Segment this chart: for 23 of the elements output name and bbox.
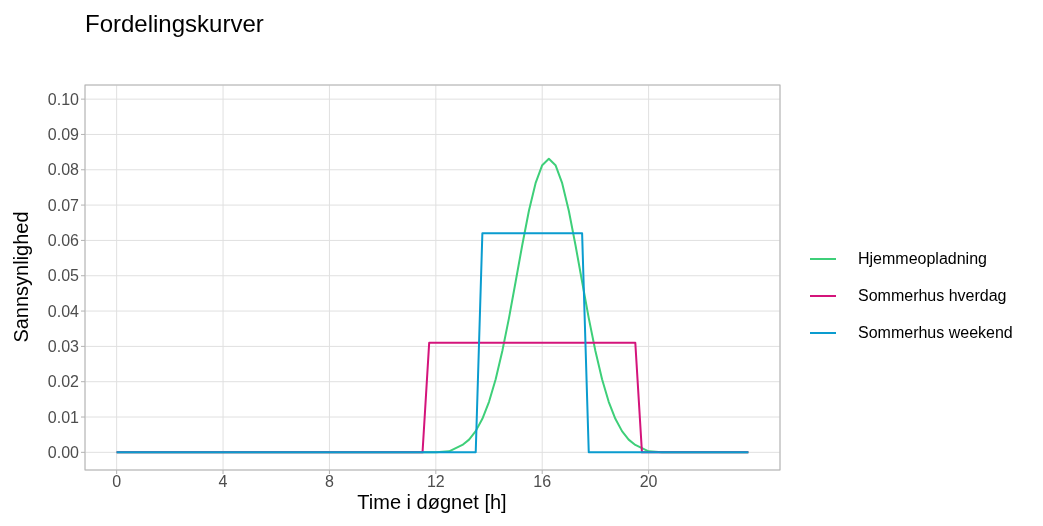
x-tick-label: 4	[218, 473, 228, 491]
x-axis-title: Time i døgnet [h]	[357, 490, 507, 514]
y-tick-label: 0.01	[47, 408, 80, 426]
y-tick-label: 0.05	[47, 267, 80, 285]
x-tick-label: 12	[426, 473, 445, 491]
x-tick-label: 0	[112, 473, 122, 491]
y-tick-label: 0.00	[47, 444, 80, 462]
legend-label: Hjemmeopladning	[858, 249, 987, 268]
y-tick-label: 0.03	[47, 338, 80, 356]
x-tick-label: 16	[533, 473, 552, 491]
y-tick-label: 0.06	[47, 232, 80, 250]
legend-label: Sommerhus hverdag	[858, 286, 1007, 305]
y-axis-title: Sannsynlighed	[9, 211, 33, 343]
y-tick-label: 0.08	[47, 161, 80, 179]
y-tick-label: 0.07	[47, 196, 80, 214]
x-tick-label: 8	[324, 473, 334, 491]
y-tick-label: 0.04	[47, 302, 80, 320]
x-tick-label: 20	[639, 473, 658, 491]
y-tick-label: 0.10	[47, 90, 80, 108]
y-tick-label: 0.02	[47, 373, 80, 391]
y-tick-label: 0.09	[47, 126, 80, 144]
chart-title: Fordelingskurver	[85, 10, 264, 38]
legend-label: Sommerhus weekend	[858, 323, 1013, 342]
